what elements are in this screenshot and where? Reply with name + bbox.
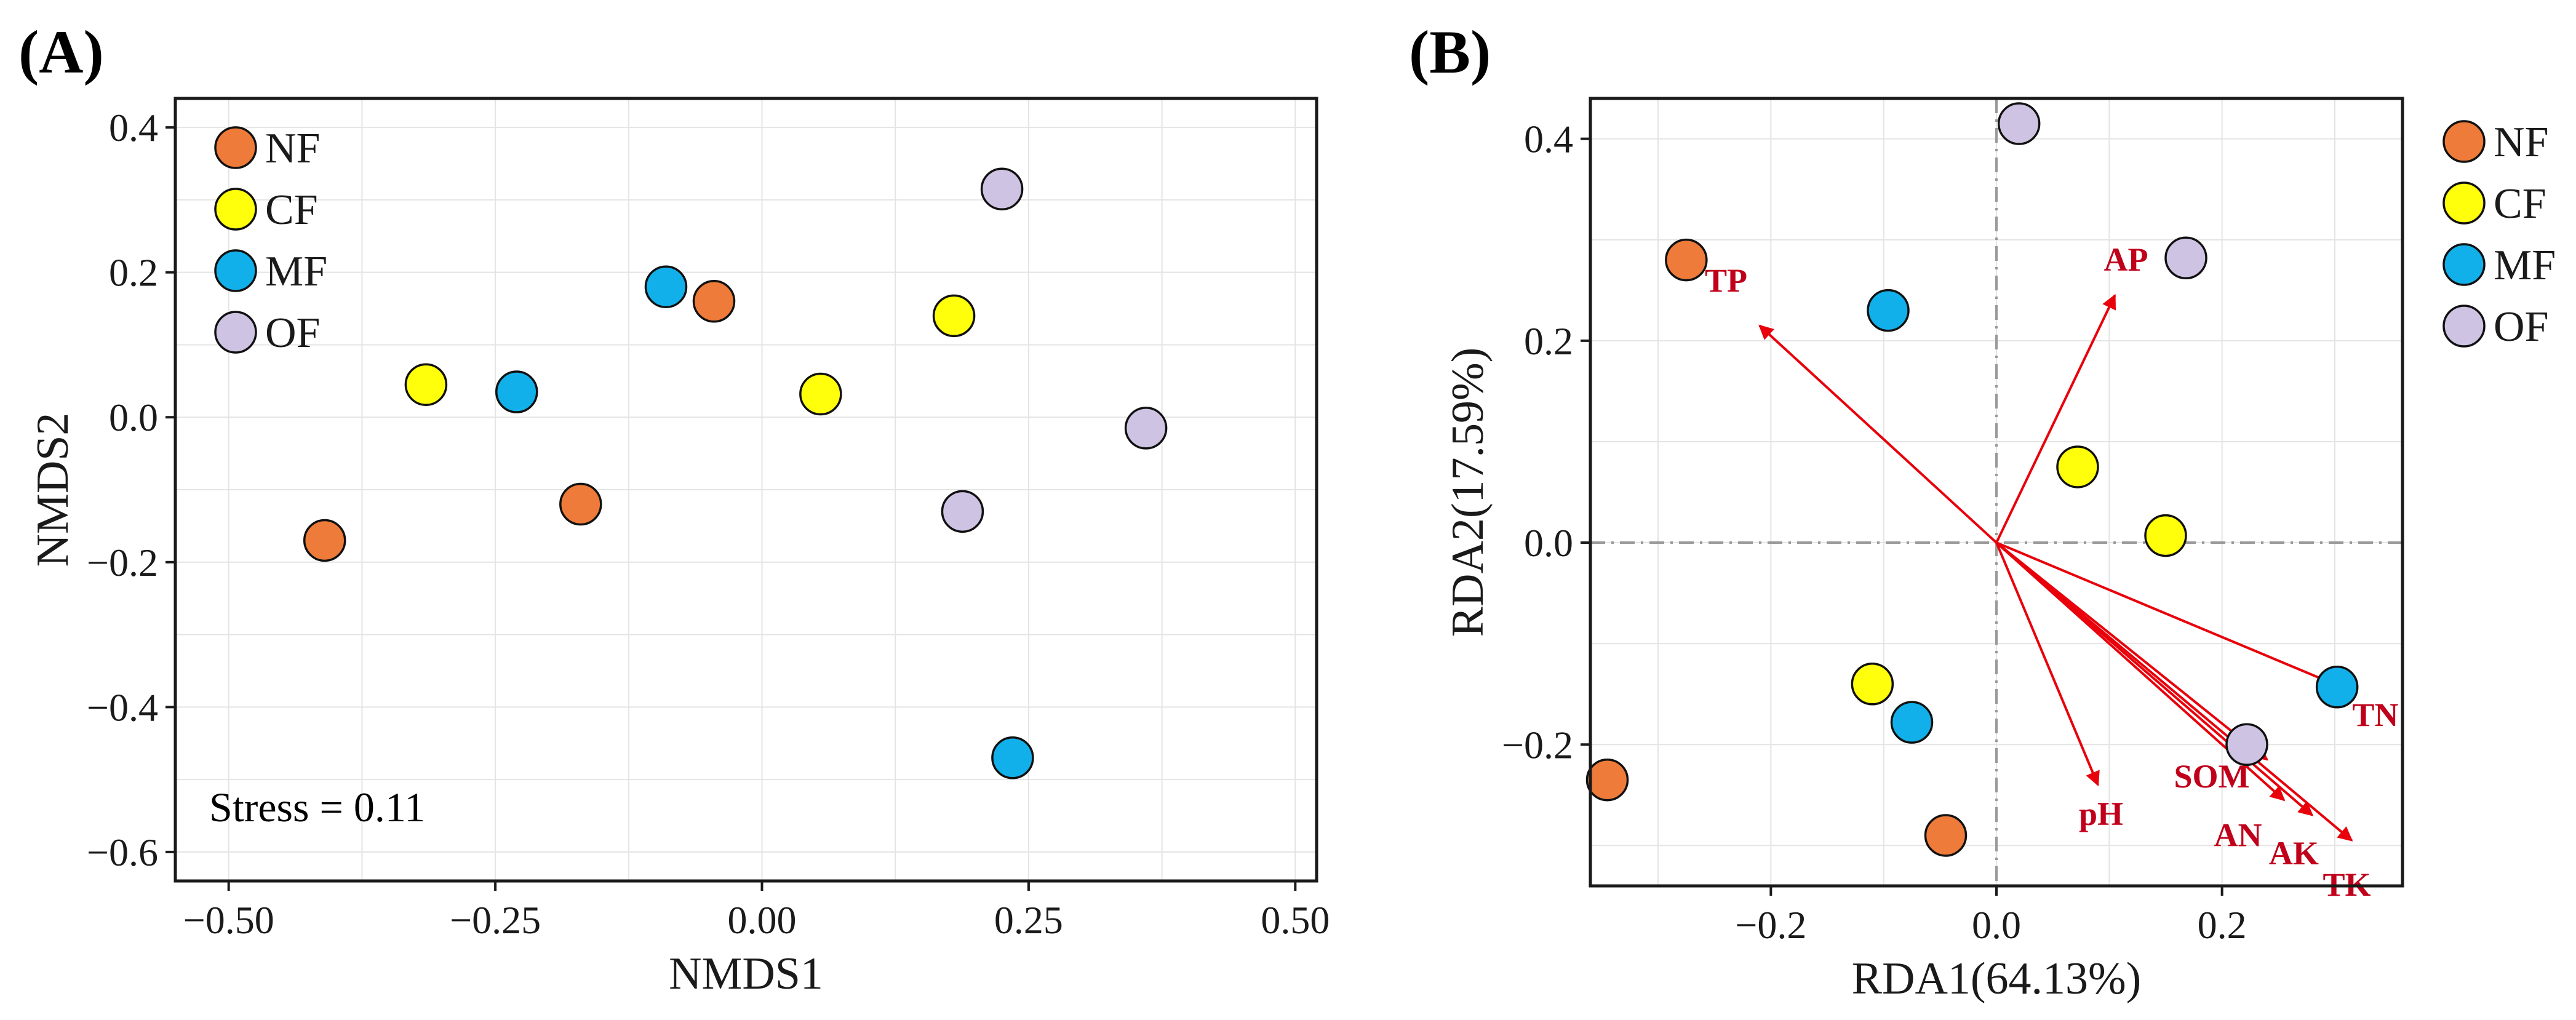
- point-cf: [2056, 445, 2099, 488]
- y-tick-label: −0.4: [87, 685, 158, 729]
- legend-label-nf: NF: [2494, 119, 2548, 166]
- point-mf: [991, 736, 1034, 779]
- y-tick-label: −0.2: [87, 541, 158, 584]
- point-mf: [644, 265, 688, 308]
- legend-label-of: OF: [265, 309, 320, 357]
- plot-frame: [173, 97, 1318, 883]
- x-axis-title: NMDS1: [669, 949, 823, 999]
- legend-label-mf: MF: [265, 248, 327, 295]
- y-tick-label: −0.6: [87, 831, 158, 874]
- env-label-an: AN: [2214, 817, 2262, 854]
- point-of: [941, 490, 984, 533]
- x-tick-label: 0.2: [2198, 903, 2247, 947]
- point-of: [1124, 407, 1168, 450]
- legend-marker-mf: [2442, 243, 2486, 286]
- x-tick-label: 0.50: [1261, 898, 1330, 942]
- point-cf: [932, 294, 976, 338]
- env-vector-tp: [1758, 324, 1998, 544]
- env-vector-ap: [1995, 293, 2116, 543]
- panel-label-b: (B): [1409, 18, 1491, 86]
- point-nf: [303, 519, 346, 562]
- x-tick-label: −0.25: [450, 898, 541, 942]
- point-mf: [1867, 289, 1910, 332]
- panel-label-a: (A): [18, 18, 104, 86]
- y-tick-label: 0.0: [1524, 521, 1573, 565]
- legend-marker-of: [2442, 305, 2486, 348]
- legend-marker-mf: [214, 249, 257, 292]
- plot-frame: [1589, 97, 2404, 888]
- y-tick-label: 0.2: [1524, 319, 1573, 363]
- legend-label-of: OF: [2494, 303, 2548, 351]
- env-label-ph: pH: [2079, 795, 2123, 832]
- rda-chart: −0.2 0.0 0.2 −0.2 0.0 0.2 0.4 RDA1(64.13%) RDA2(…: [1443, 97, 2556, 1004]
- stress-annotation: Stress = 0.11: [209, 784, 425, 831]
- env-label-som: SOM: [2174, 758, 2249, 795]
- point-nf: [1665, 238, 1708, 282]
- y-tick-label: −0.2: [1502, 723, 1573, 767]
- point-of: [1997, 102, 2041, 145]
- point-of: [2164, 236, 2207, 280]
- env-vector-tk: [1995, 541, 2353, 842]
- y-tick-label: 0.2: [109, 251, 158, 295]
- legend-label-cf: CF: [2494, 180, 2546, 228]
- point-cf: [799, 372, 842, 416]
- point-nf: [1585, 758, 1629, 802]
- legend-marker-of: [214, 311, 257, 354]
- point-cf: [404, 363, 448, 406]
- point-nf: [692, 280, 736, 323]
- x-tick-label: −0.2: [1735, 903, 1806, 947]
- legend: NF CF MF OF: [2442, 119, 2556, 351]
- point-mf: [1890, 701, 1934, 744]
- legend-label-mf: MF: [2494, 242, 2556, 289]
- point-mf: [495, 370, 538, 413]
- point-cf: [2144, 514, 2187, 557]
- env-vector-tn: [1996, 541, 2348, 691]
- legend-marker-nf: [214, 126, 257, 169]
- x-tick-label: 0.0: [1972, 903, 2021, 947]
- y-axis-title: RDA2(17.59%): [1443, 348, 1493, 637]
- legend-label-nf: NF: [265, 125, 320, 172]
- x-tick-label: 0.25: [994, 898, 1063, 942]
- point-of: [2225, 723, 2268, 767]
- point-nf: [559, 482, 602, 526]
- legend-marker-nf: [2442, 120, 2486, 163]
- env-vector-som: [1995, 541, 2268, 761]
- env-label-tp: TP: [1705, 262, 1747, 299]
- env-label-tn: TN: [2352, 696, 2398, 733]
- env-label-ap: AP: [2104, 241, 2148, 278]
- point-mf: [2315, 665, 2359, 709]
- y-tick-label: 0.4: [1524, 118, 1573, 161]
- y-axis-title: NMDS2: [28, 413, 78, 567]
- x-tick-label: 0.00: [728, 898, 797, 942]
- env-vector-ph: [1995, 542, 2100, 787]
- point-of: [980, 167, 1024, 210]
- grid: [175, 98, 1317, 881]
- legend-marker-cf: [214, 188, 257, 231]
- legend-label-cf: CF: [265, 186, 318, 234]
- legend: NF CF MF OF: [214, 125, 327, 357]
- point-nf: [1924, 814, 1968, 857]
- x-tick-label: −0.50: [183, 898, 274, 942]
- y-tick-label: 0.0: [109, 396, 158, 439]
- y-tick-label: 0.4: [109, 106, 158, 149]
- env-label-ak: AK: [2269, 835, 2319, 872]
- x-axis-title: RDA1(64.13%): [1852, 954, 2142, 1004]
- legend-marker-cf: [2442, 181, 2486, 225]
- nmds-chart: −0.50 −0.25 0.00 0.25 0.50 −0.6 −0.4 −0.2 0.0 0.2…: [28, 97, 1330, 999]
- point-cf: [1851, 663, 1894, 706]
